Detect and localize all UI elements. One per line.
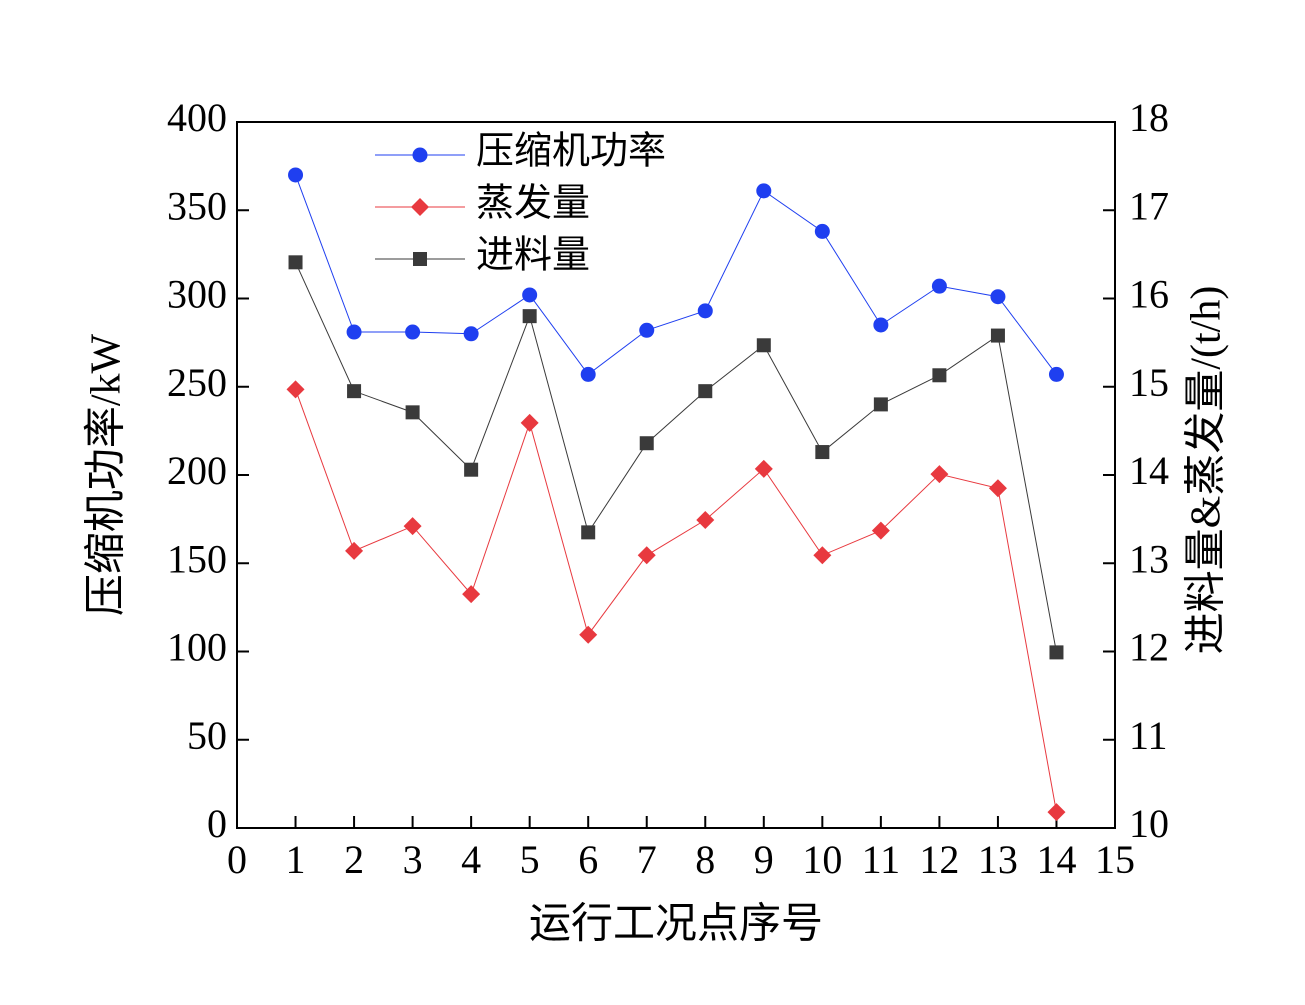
y2-tick-label: 11 (1129, 713, 1168, 758)
marker (462, 585, 481, 604)
marker (697, 303, 713, 319)
legend-marker (411, 198, 429, 216)
marker (579, 625, 598, 644)
y2-tick-label: 13 (1129, 536, 1169, 581)
y-tick-label: 400 (167, 95, 227, 140)
marker (288, 255, 303, 270)
marker (990, 289, 1006, 305)
series-line (295, 389, 1057, 813)
marker (639, 322, 655, 338)
marker (1048, 366, 1064, 382)
x-tick-label: 15 (1095, 837, 1135, 882)
y2-tick-label: 10 (1129, 801, 1169, 846)
y-axis-title: 压缩机功率/kW (83, 333, 130, 616)
x-axis-title: 运行工况点序号 (529, 902, 823, 948)
marker (522, 309, 537, 324)
marker (345, 541, 364, 560)
legend-text: 进料量 (476, 235, 590, 277)
y-tick-label: 250 (167, 360, 227, 405)
y2-tick-label: 18 (1129, 95, 1169, 140)
marker (815, 445, 830, 460)
x-tick-label: 0 (227, 837, 247, 882)
marker (756, 183, 772, 199)
legend-text: 蒸发量 (476, 183, 590, 225)
y-tick-label: 350 (167, 183, 227, 228)
x-tick-label: 10 (802, 837, 842, 882)
marker (873, 397, 888, 412)
x-tick-label: 9 (754, 837, 774, 882)
marker (286, 380, 305, 399)
marker (814, 223, 830, 239)
y2-tick-label: 12 (1129, 625, 1169, 670)
x-tick-label: 7 (637, 837, 657, 882)
marker (756, 338, 771, 353)
marker (581, 525, 596, 540)
marker (873, 317, 889, 333)
y-tick-label: 150 (167, 536, 227, 581)
marker (990, 328, 1005, 343)
y2-tick-label: 17 (1129, 183, 1169, 228)
marker (464, 462, 479, 477)
marker (463, 326, 479, 342)
marker (931, 278, 947, 294)
legend-text: 压缩机功率 (476, 131, 666, 173)
marker (637, 546, 656, 565)
y-tick-label: 50 (187, 713, 227, 758)
marker (520, 413, 539, 432)
x-tick-label: 13 (978, 837, 1018, 882)
x-tick-label: 11 (862, 837, 901, 882)
x-tick-label: 5 (520, 837, 540, 882)
x-tick-label: 3 (403, 837, 423, 882)
y2-axis-title: 进料量&蒸发量/(t/h) (1184, 286, 1230, 655)
x-tick-label: 6 (578, 837, 598, 882)
marker (696, 511, 715, 530)
plot-frame (236, 121, 1116, 829)
y-tick-label: 200 (167, 448, 227, 493)
x-tick-label: 8 (695, 837, 715, 882)
series-line (295, 174, 1057, 376)
marker (288, 167, 304, 183)
x-tick-label: 14 (1036, 837, 1076, 882)
y2-tick-label: 15 (1129, 360, 1169, 405)
marker (1049, 645, 1064, 660)
marker (580, 366, 596, 382)
x-tick-label: 4 (461, 837, 481, 882)
marker (405, 324, 421, 340)
marker (1047, 803, 1066, 822)
marker (522, 287, 538, 303)
y-tick-label: 100 (167, 625, 227, 670)
marker (347, 384, 362, 399)
y-tick-label: 300 (167, 272, 227, 317)
marker (930, 465, 949, 484)
legend-marker (413, 252, 427, 266)
marker (639, 436, 654, 451)
marker (698, 384, 713, 399)
marker (403, 517, 422, 536)
marker (754, 459, 773, 478)
marker (405, 405, 420, 420)
y-tick-label: 0 (207, 801, 227, 846)
legend-marker (412, 147, 428, 163)
marker (813, 546, 832, 565)
y2-tick-label: 16 (1129, 272, 1169, 317)
y2-tick-label: 14 (1129, 448, 1169, 493)
marker (871, 521, 890, 540)
x-tick-label: 2 (344, 837, 364, 882)
marker (346, 324, 362, 340)
marker (932, 368, 947, 383)
series-line (295, 262, 1057, 653)
x-tick-label: 12 (919, 837, 959, 882)
marker (988, 479, 1007, 498)
x-tick-label: 1 (286, 837, 306, 882)
